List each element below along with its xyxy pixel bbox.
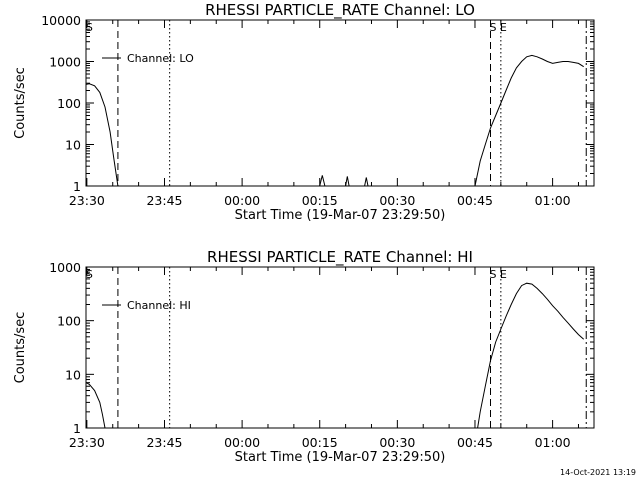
x-axis-label: Start Time (19-Mar-07 23:29:50) xyxy=(235,450,446,465)
x-tick-label: 23:30 xyxy=(69,193,105,208)
marker-label: E xyxy=(500,21,507,34)
y-tick-label: 10 xyxy=(65,138,81,153)
series-line-segment xyxy=(85,83,119,187)
chart-title: RHESSI PARTICLE_RATE Channel: HI xyxy=(207,248,473,267)
marker-label: S xyxy=(86,21,93,34)
series-line-segment xyxy=(364,177,369,187)
x-tick-label: 00:00 xyxy=(224,435,260,450)
y-tick-label: 100 xyxy=(57,314,81,329)
y-tick-label: 10 xyxy=(65,367,81,382)
series-line-segment xyxy=(85,382,106,429)
x-tick-label: 23:30 xyxy=(69,435,105,450)
y-tick-label: 1000 xyxy=(49,260,81,275)
y-tick-label: 1000 xyxy=(49,55,81,70)
x-tick-label: 23:45 xyxy=(146,435,182,450)
x-tick-label: 00:15 xyxy=(302,435,338,450)
x-tick-label: 00:30 xyxy=(379,193,415,208)
x-tick-label: 00:30 xyxy=(379,435,415,450)
chart-panel-lo: RHESSI PARTICLE_RATE Channel: LO 1 10 100 10… xyxy=(13,1,595,223)
series-line-segment xyxy=(319,175,326,187)
chart-panel-hi: RHESSI PARTICLE_RATE Channel: HI 1 10 100 10… xyxy=(13,248,595,465)
series-line-segment xyxy=(474,54,584,187)
x-tick-label: 00:00 xyxy=(224,193,260,208)
y-axis-label: Counts/sec xyxy=(13,67,28,139)
legend: Channel: LO xyxy=(102,52,194,65)
series-line-segment xyxy=(345,176,350,187)
plot-frame xyxy=(85,266,595,429)
marker-label: S xyxy=(490,21,497,34)
x-tick-label: 23:45 xyxy=(146,193,182,208)
legend: Channel: HI xyxy=(102,299,191,312)
y-tick-label: 10000 xyxy=(41,13,81,28)
x-axis-label: Start Time (19-Mar-07 23:29:50) xyxy=(235,208,446,223)
plot-frame xyxy=(85,19,595,187)
x-tick-label: 00:15 xyxy=(302,193,338,208)
y-tick-label: 1 xyxy=(73,421,81,436)
footer-timestamp: 14-Oct-2021 13:19 xyxy=(560,468,636,477)
x-tick-label: 01:00 xyxy=(535,193,571,208)
marker-label: S xyxy=(490,268,497,281)
series-line-segment xyxy=(477,282,585,429)
x-tick-label: 00:45 xyxy=(457,193,493,208)
legend-entry: Channel: LO xyxy=(127,52,194,65)
y-axis-label: Counts/sec xyxy=(13,312,28,384)
x-tick-label: 01:00 xyxy=(535,435,571,450)
y-tick-label: 100 xyxy=(57,96,81,111)
marker-label: E xyxy=(500,268,507,281)
legend-entry: Channel: HI xyxy=(127,299,191,312)
marker-label: S xyxy=(86,268,93,281)
y-tick-label: 1 xyxy=(73,179,81,194)
x-tick-label: 00:45 xyxy=(457,435,493,450)
chart-title: RHESSI PARTICLE_RATE Channel: LO xyxy=(205,1,475,20)
